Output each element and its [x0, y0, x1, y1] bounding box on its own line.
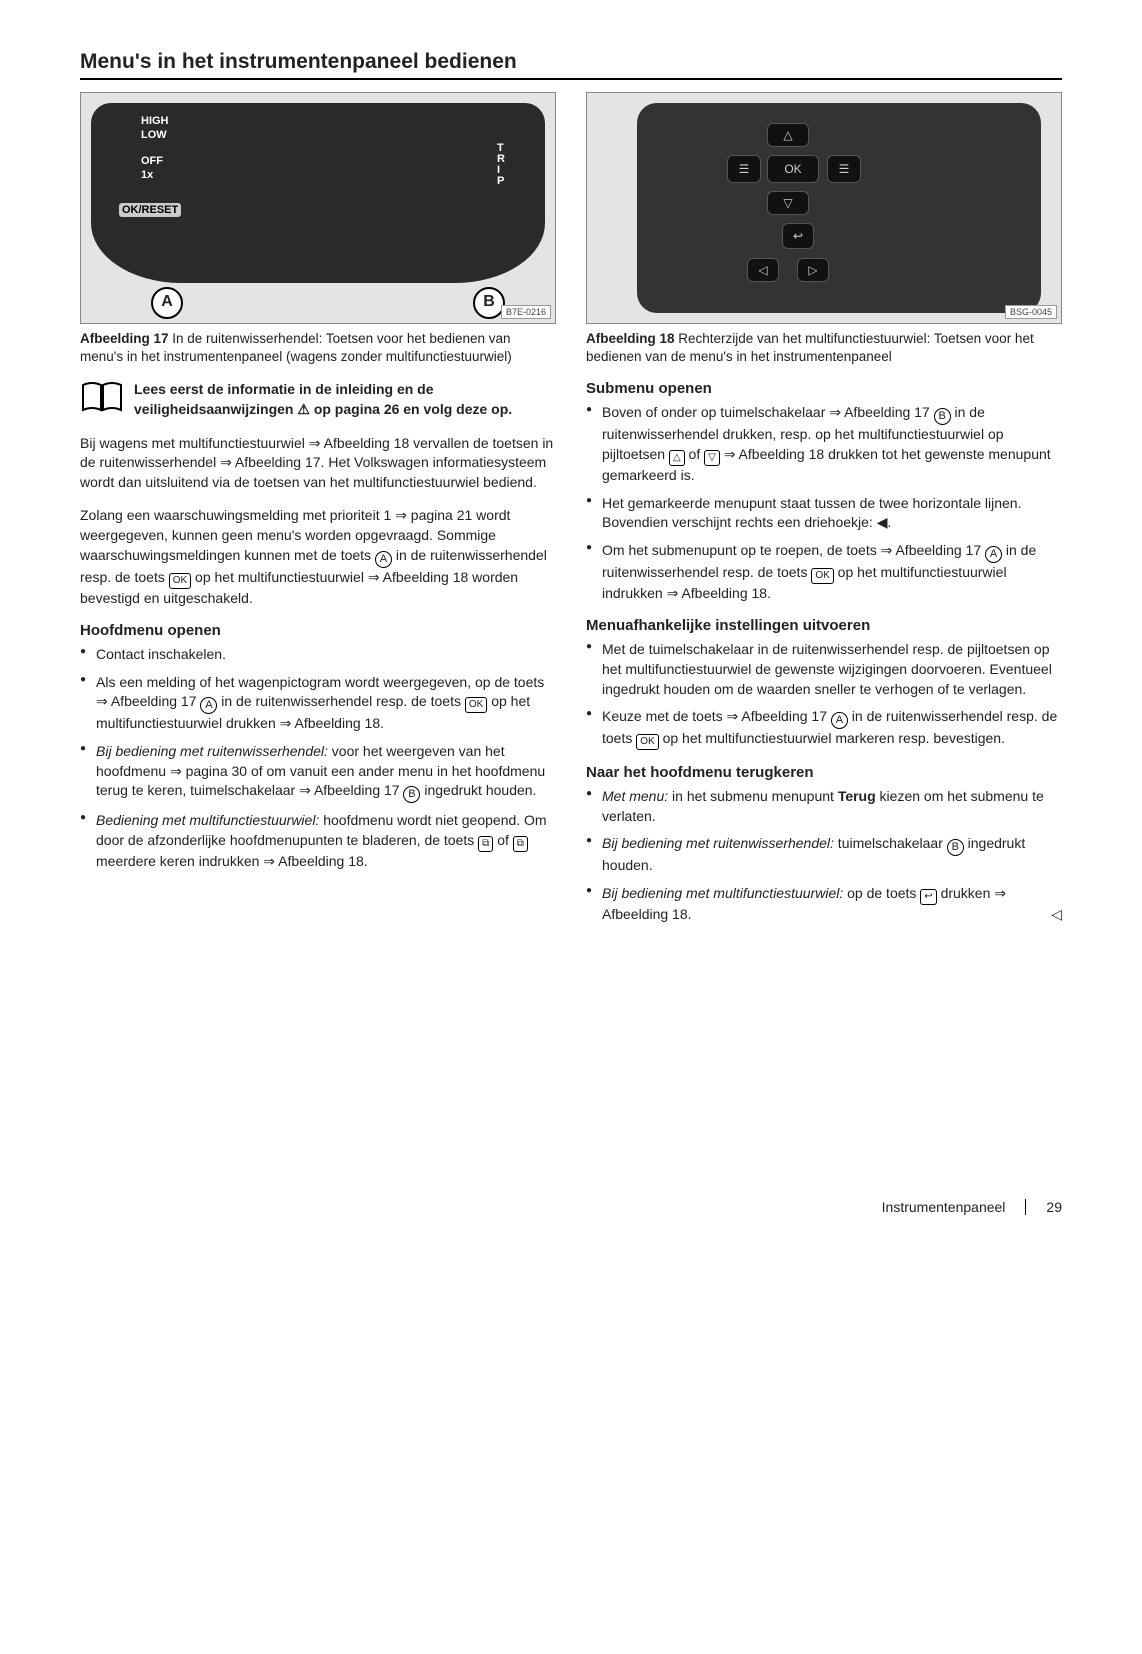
list-item: Bij bediening met ruitenwisserhendel: tu…: [586, 834, 1062, 876]
list-item: Boven of onder op tuimelschakelaar ⇒ Afb…: [586, 403, 1062, 485]
left-column: HIGH LOW OFF 1x OK/RESET T R I P A B B7E…: [80, 92, 556, 939]
key-a-icon: A: [375, 551, 392, 568]
key-a-icon: A: [985, 546, 1002, 563]
page-footer: Instrumentenpaneel 29: [80, 1199, 1062, 1215]
ok-key-icon: OK: [636, 734, 658, 750]
ok-key-icon: OK: [465, 697, 487, 713]
figure-17: HIGH LOW OFF 1x OK/RESET T R I P A B B7E…: [80, 92, 556, 324]
figure-18-caption: Afbeelding 18 Rechterzijde van het multi…: [586, 330, 1062, 366]
paragraph: Zolang een waarschuwingsmelding met prio…: [80, 506, 556, 608]
list-item: Met de tuimelschakelaar in de ruitenwiss…: [586, 640, 1062, 699]
up-key-icon: △: [669, 450, 685, 466]
ok-key-icon: OK: [811, 568, 833, 584]
heading-open-main: Hoofdmenu openen: [80, 622, 556, 639]
down-key-icon: ▽: [704, 450, 720, 466]
list-item: Bij bediening met multifunctiestuurwiel:…: [586, 884, 1062, 925]
list-item: Contact inschakelen.: [80, 645, 556, 665]
key-a-icon: A: [200, 697, 217, 714]
right-column: △ ☰ OK ☰ ▽ ↩ ◁ ▷ BSG-0045 Afbeelding 18 …: [586, 92, 1062, 939]
key-b-icon: B: [403, 786, 420, 803]
prev-key-icon: ⧉: [478, 836, 493, 852]
figure-18: △ ☰ OK ☰ ▽ ↩ ◁ ▷ BSG-0045: [586, 92, 1062, 324]
ok-key-icon: OK: [169, 573, 191, 589]
key-b-icon: B: [947, 839, 964, 856]
footer-page-number: 29: [1046, 1199, 1062, 1215]
list-item: Bediening met multifunctiestuurwiel: hoo…: [80, 811, 556, 871]
figure-17-caption: Afbeelding 17 In de ruitenwisserhendel: …: [80, 330, 556, 366]
paragraph: Bij wagens met multifunctiestuurwiel ⇒ A…: [80, 434, 556, 493]
heading-open-sub: Submenu openen: [586, 380, 1062, 397]
read-first-notice: Lees eerst de informatie in de inleiding…: [80, 380, 556, 419]
list-item: Met menu: in het submenu menupunt Terug …: [586, 787, 1062, 826]
marker-a: A: [151, 287, 183, 319]
figure-18-code: BSG-0045: [1005, 305, 1057, 319]
list-item: Om het submenupunt op te roepen, de toet…: [586, 541, 1062, 604]
back-key-icon: ↩: [920, 889, 936, 905]
book-icon: [80, 380, 124, 417]
key-b-icon: B: [934, 408, 951, 425]
section-end-icon: ◁: [1051, 905, 1062, 925]
list-item: Keuze met de toets ⇒ Afbeelding 17 A in …: [586, 707, 1062, 750]
heading-settings: Menuafhankelijke instellingen uitvoeren: [586, 617, 1062, 634]
page-title: Menu's in het instrumentenpaneel bediene…: [80, 50, 1062, 80]
next-key-icon: ⧉: [513, 836, 528, 852]
key-a-icon: A: [831, 712, 848, 729]
list-item: Bij bediening met ruitenwisserhendel: vo…: [80, 742, 556, 803]
list-item: Als een melding of het wagenpictogram wo…: [80, 673, 556, 734]
figure-17-code: B7E-0216: [501, 305, 551, 319]
footer-section: Instrumentenpaneel: [882, 1199, 1006, 1215]
list-item: Het gemarkeerde menupunt staat tussen de…: [586, 494, 1062, 533]
heading-back: Naar het hoofdmenu terugkeren: [586, 764, 1062, 781]
